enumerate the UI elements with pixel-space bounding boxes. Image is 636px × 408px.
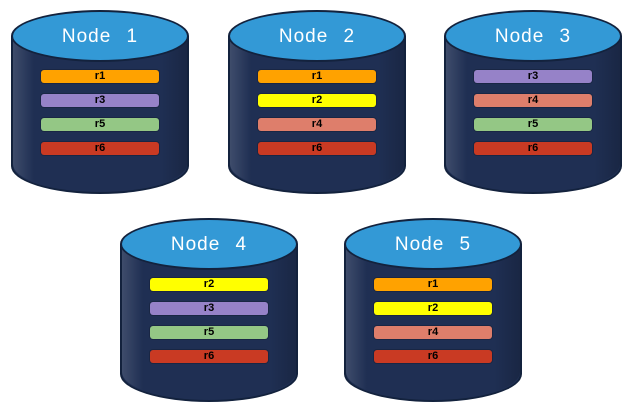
- cylinder-body: [444, 36, 622, 194]
- cylinder-top: Node 1: [11, 10, 189, 62]
- replica-bar-r3: r3: [150, 302, 268, 315]
- replica-list: r3 r4 r5 r6: [444, 70, 622, 155]
- node-label: Node 4: [170, 234, 248, 255]
- replica-list: r1 r3 r5 r6: [11, 70, 189, 155]
- replica-bar-r4: r4: [258, 118, 376, 131]
- node-label: Node 2: [278, 26, 356, 47]
- replica-bar-r1: r1: [374, 278, 492, 291]
- cylinder-body: [120, 244, 298, 402]
- replica-bar-r2: r2: [374, 302, 492, 315]
- replica-bar-r4: r4: [374, 326, 492, 339]
- db-node-5: Node 5 r1 r2 r4 r6: [344, 218, 522, 402]
- replica-bar-r5: r5: [474, 118, 592, 131]
- db-node-3: Node 3 r3 r4 r5 r6: [444, 10, 622, 194]
- replica-bar-r6: r6: [41, 142, 159, 155]
- cylinder-top: Node 2: [228, 10, 406, 62]
- replica-bar-r6: r6: [474, 142, 592, 155]
- db-node-4: Node 4 r2 r3 r5 r6: [120, 218, 298, 402]
- replica-bar-r6: r6: [258, 142, 376, 155]
- node-label: Node 1: [61, 26, 139, 47]
- node-label: Node 3: [494, 26, 572, 47]
- replica-list: r1 r2 r4 r6: [344, 278, 522, 363]
- replica-bar-r6: r6: [150, 350, 268, 363]
- replica-bar-r4: r4: [474, 94, 592, 107]
- cylinder-top: Node 5: [344, 218, 522, 270]
- cylinder-body: [11, 36, 189, 194]
- cylinder-body: [344, 244, 522, 402]
- replica-bar-r1: r1: [258, 70, 376, 83]
- replica-bar-r2: r2: [258, 94, 376, 107]
- replica-list: r2 r3 r5 r6: [120, 278, 298, 363]
- cylinder-top: Node 4: [120, 218, 298, 270]
- db-node-2: Node 2 r1 r2 r4 r6: [228, 10, 406, 194]
- replica-bar-r3: r3: [474, 70, 592, 83]
- node-label: Node 5: [394, 234, 472, 255]
- replica-bar-r3: r3: [41, 94, 159, 107]
- replica-bar-r2: r2: [150, 278, 268, 291]
- replica-bar-r6: r6: [374, 350, 492, 363]
- cylinder-body: [228, 36, 406, 194]
- replica-bar-r1: r1: [41, 70, 159, 83]
- replica-bar-r5: r5: [150, 326, 268, 339]
- replica-bar-r5: r5: [41, 118, 159, 131]
- cylinder-top: Node 3: [444, 10, 622, 62]
- replica-list: r1 r2 r4 r6: [228, 70, 406, 155]
- db-node-1: Node 1 r1 r3 r5 r6: [11, 10, 189, 194]
